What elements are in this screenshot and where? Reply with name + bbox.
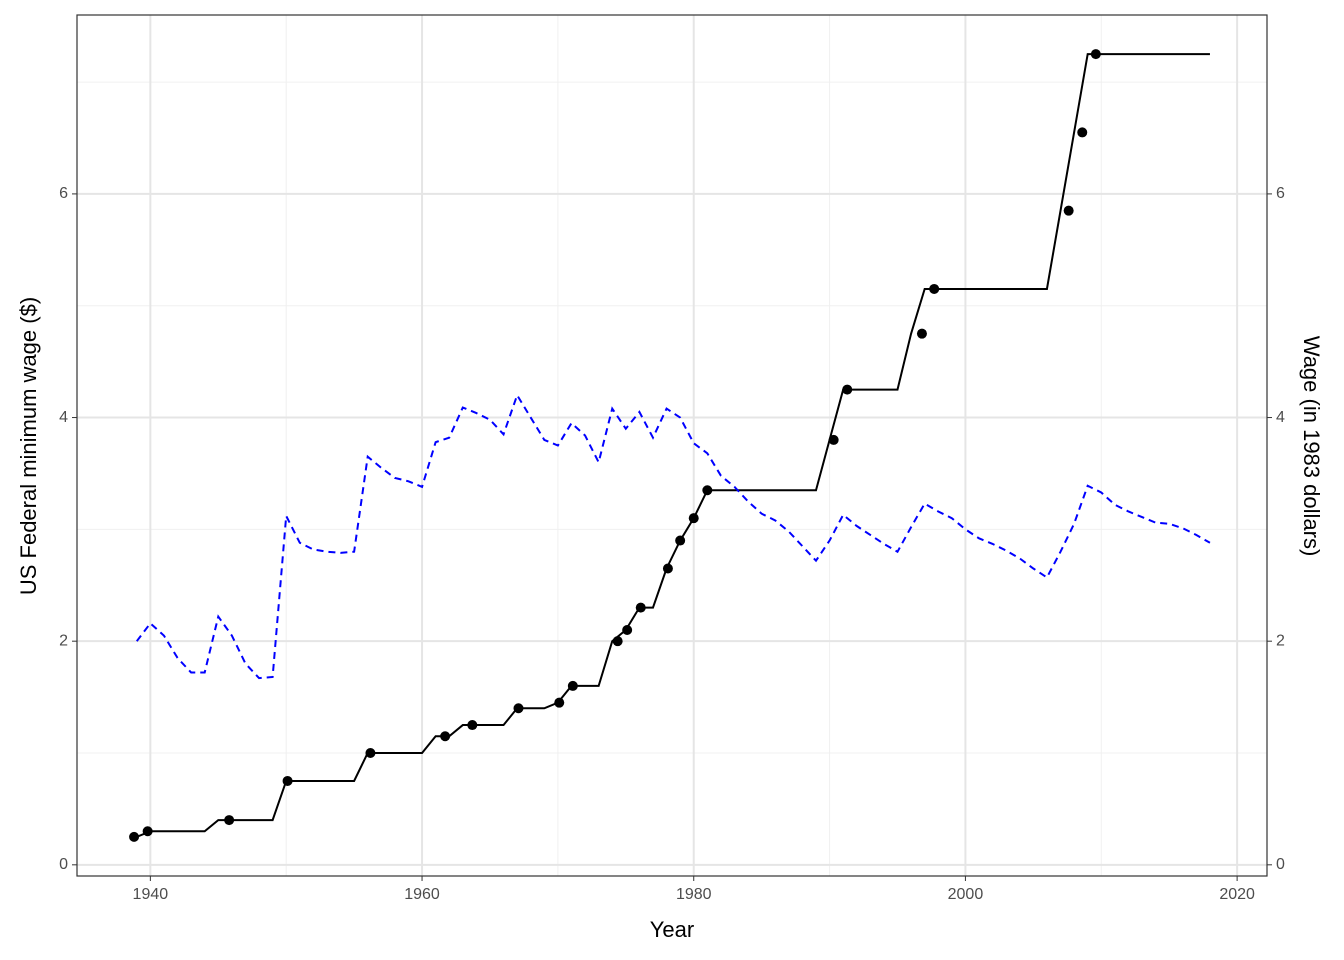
point [635,602,646,613]
point [662,563,673,574]
point [567,680,578,691]
point [554,697,565,708]
point [224,815,235,826]
point [1090,49,1101,60]
plot-border [76,14,1268,877]
point [1063,205,1074,216]
point [702,485,713,496]
x-tick-label: 2000 [948,886,984,903]
y-tick-label: 0 [59,856,68,873]
point [282,775,293,786]
y-tick-label: 4 [59,409,68,426]
point [365,748,376,758]
point [842,384,853,395]
point [129,831,140,842]
point [513,703,524,714]
x-tick-label: 1960 [404,886,440,903]
point [142,826,153,837]
y2-tick-label: 2 [1276,632,1285,649]
point [467,720,478,731]
point [688,513,699,524]
y2-axis-title: Wage (in 1983 dollars) [1299,336,1324,557]
series-line [136,53,1210,838]
point [929,283,940,294]
x-tick-label: 2020 [1219,886,1255,903]
point [440,731,451,742]
point [612,636,623,647]
series-line [135,392,1211,680]
y2-tick-label: 0 [1276,856,1285,873]
point [828,434,839,445]
point [675,535,686,546]
x-tick-label: 1980 [676,886,712,903]
point [622,625,633,635]
y-axis-title: US Federal minimum wage ($) [16,297,41,595]
x-axis-title: Year [650,917,694,942]
y2-tick-label: 6 [1276,185,1285,202]
x-tick-label: 1940 [133,886,169,903]
point [1077,127,1088,138]
y-tick-label: 2 [59,632,68,649]
y2-tick-label: 4 [1276,409,1285,426]
y-tick-label: 6 [59,185,68,202]
point [916,328,927,339]
